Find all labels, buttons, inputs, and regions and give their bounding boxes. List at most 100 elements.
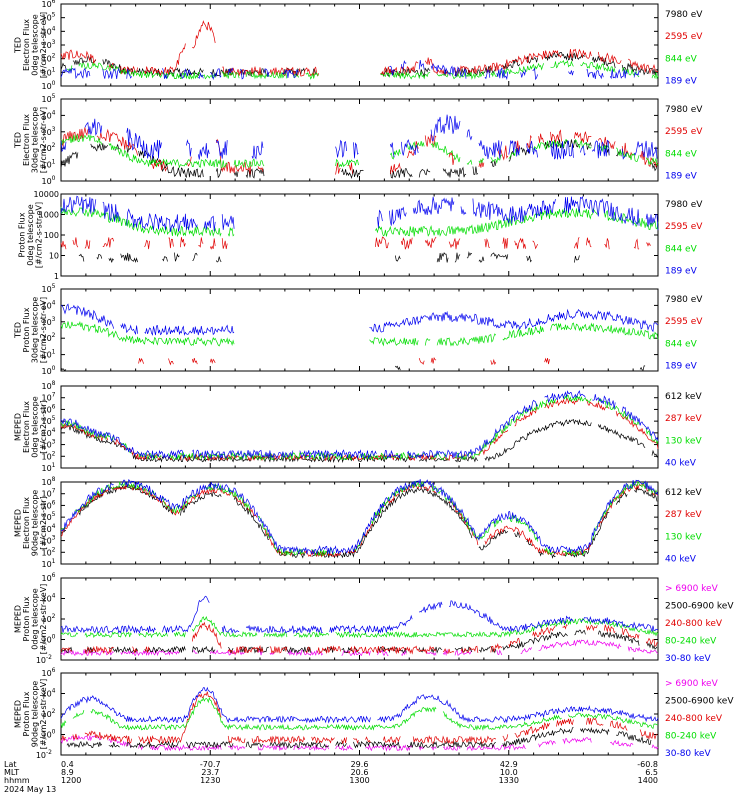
legend-entry: 2595 eV xyxy=(665,317,703,327)
y-axis-label-line: Electron Flux xyxy=(22,497,31,549)
y-axis-label: MEPED Electron Flux 0deg telescope [#/cm2-s… xyxy=(13,396,48,457)
y-tick-label: 1000 xyxy=(39,211,59,220)
y-tick-label: 103 xyxy=(41,439,55,450)
y-tick-label: 102 xyxy=(41,53,55,64)
y-axis-label-line: MEPED xyxy=(13,700,22,728)
y-axis-label-line: 90deg telescope xyxy=(30,681,39,748)
panel-frame xyxy=(60,193,659,277)
series-trace xyxy=(60,127,659,175)
axis-row-label: MLT xyxy=(4,768,19,777)
axis-row-value: 1230 xyxy=(200,776,220,785)
y-axis-label-line: [#/cm2-s-str-eV] xyxy=(35,202,44,268)
axis-date: 2024 May 13 xyxy=(4,785,56,794)
y-axis-label-line: Electron Flux xyxy=(22,401,31,453)
legend-entry: 240-800 keV xyxy=(665,619,723,629)
y-tick-label: 107 xyxy=(41,392,55,403)
axis-row-value: -60.8 xyxy=(637,760,658,769)
y-axis-label: MEPED Electron Flux 90deg telescope [#/cm2-… xyxy=(13,490,48,557)
y-tick-label: 100 xyxy=(41,729,55,740)
y-tick-label: 10-2 xyxy=(36,654,52,665)
axis-row-value: 1200 xyxy=(61,776,81,785)
legend-entry: 2595 eV xyxy=(665,127,703,137)
y-tick-label: 10000 xyxy=(34,190,59,199)
series-trace xyxy=(60,206,659,238)
x-axis-annotation: Lat 0.4 -70.7 29.6 42.9 -60.8 MLT 8.9 23.7 20.6 10… xyxy=(4,760,658,794)
y-tick-label: 102 xyxy=(41,142,55,153)
y-axis-label-line: [#/cm2-s-str-keV] xyxy=(39,679,48,750)
axis-row-value: 10.0 xyxy=(500,768,518,777)
y-axis-label-line: 0deg telescope xyxy=(26,204,35,265)
legend-entry: 2595 eV xyxy=(665,32,703,42)
y-tick-label: 100 xyxy=(41,175,55,186)
y-tick-label: 104 xyxy=(41,299,55,310)
y-tick-label: 104 xyxy=(41,688,55,699)
series-trace xyxy=(60,236,651,250)
y-tick-label: 104 xyxy=(41,523,55,534)
series-trace xyxy=(60,479,659,555)
legend-entry: 612 keV xyxy=(665,392,702,402)
y-axis-label-line: 0deg telescope xyxy=(30,14,39,75)
y-axis-label-line: TED xyxy=(13,322,22,339)
y-axis-label-line: Electron Flux xyxy=(22,114,31,166)
panel-3: 1 10 100 1000 10000 Proton Flux 0deg telescope… xyxy=(18,190,704,281)
axis-row-value: -70.7 xyxy=(200,760,221,769)
series-trace xyxy=(60,398,659,462)
y-tick-label: 105 xyxy=(41,12,55,23)
y-axis-label-line: 30deg telescope xyxy=(30,107,39,174)
y-axis-label-line: [#/cm2-s-str] xyxy=(39,496,48,549)
series-trace xyxy=(66,726,652,749)
legend-entry: 130 keV xyxy=(665,436,702,446)
axis-row-value: 0.4 xyxy=(61,760,74,769)
y-axis-label: MEPED Proton Flux 90deg telescope [#/cm2-s-… xyxy=(13,679,48,750)
y-tick-label: 100 xyxy=(41,634,55,645)
y-tick-label: 106 xyxy=(41,403,55,414)
legend-entry: 80-240 keV xyxy=(665,731,717,741)
panel-frame xyxy=(60,98,659,182)
y-axis-label: Proton Flux 0deg telescope [#/cm2-s-str-eV… xyxy=(18,202,44,268)
y-tick-label: 100 xyxy=(44,231,59,240)
y-tick-label: 103 xyxy=(41,126,55,137)
y-tick-label: 108 xyxy=(41,476,55,487)
series-trace xyxy=(66,60,659,80)
y-tick-label: 105 xyxy=(41,415,55,426)
y-tick-label: 100 xyxy=(41,365,55,376)
legend-entry: 7980 eV xyxy=(665,200,703,210)
panel-2: 100 101 102 103 104 105 TED Electron Flux 30deg … xyxy=(13,93,703,186)
y-tick-label: 104 xyxy=(41,427,55,438)
y-axis-label-line: 30deg telescope xyxy=(30,297,39,364)
panel-1: 100 101 102 103 104 105 106 TED Electron Flux 0de… xyxy=(13,0,703,91)
y-axis-label-line: MEPED xyxy=(13,509,22,537)
legend-entry: 40 keV xyxy=(665,458,697,468)
legend-entry: 30-80 keV xyxy=(665,749,711,759)
y-tick-label: 103 xyxy=(41,535,55,546)
axis-row-value: 1400 xyxy=(638,776,658,785)
series-trace xyxy=(60,686,659,724)
panel-frame xyxy=(60,3,659,87)
panel-4: 100 101 102 103 104 105 TED Proton Flux 30deg te… xyxy=(13,283,703,376)
y-tick-label: 103 xyxy=(41,316,55,327)
legend-entry: 844 eV xyxy=(665,149,698,159)
y-axis-label-line: MEPED xyxy=(13,413,22,441)
axis-row-value: 23.7 xyxy=(201,768,219,777)
y-axis-label-line: Proton Flux xyxy=(22,307,31,352)
y-axis-label: TED Electron Flux 30deg telescope [#/cm2-s-… xyxy=(13,107,48,174)
legend-entry: 7980 eV xyxy=(665,295,703,305)
legend-entry: 844 eV xyxy=(665,339,698,349)
y-axis-label-line: [#/cm2-s-str-keV] xyxy=(39,584,48,655)
y-axis-label-line: [#/cm2-s-str] xyxy=(39,400,48,453)
y-tick-label: 102 xyxy=(41,332,55,343)
y-axis-label-line: 0deg telescope xyxy=(30,588,39,649)
axis-row-value: 8.9 xyxy=(61,768,74,777)
y-axis-label-line: TED xyxy=(13,37,22,54)
series-trace xyxy=(60,139,658,179)
legend-entry: 2500-6900 keV xyxy=(665,696,734,706)
y-tick-label: 102 xyxy=(41,450,55,461)
y-axis-label: TED Electron Flux 0deg telescope [#/cm2-s-s… xyxy=(13,12,48,78)
y-tick-label: 102 xyxy=(41,708,55,719)
series-trace xyxy=(60,484,658,559)
y-tick-label: 105 xyxy=(41,283,55,294)
